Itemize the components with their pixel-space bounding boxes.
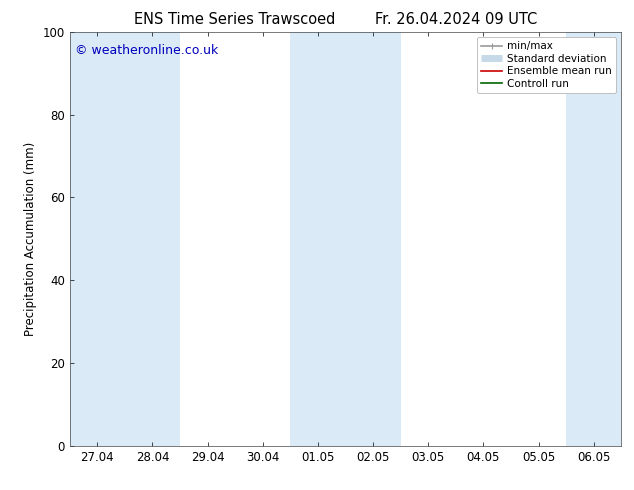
Text: ENS Time Series Trawscoed: ENS Time Series Trawscoed [134,12,335,27]
Bar [70,32,125,446]
Bar [125,32,180,446]
Text: Fr. 26.04.2024 09 UTC: Fr. 26.04.2024 09 UTC [375,12,538,27]
Text: © weatheronline.co.uk: © weatheronline.co.uk [75,44,219,57]
Bar [290,32,346,446]
Y-axis label: Precipitation Accumulation (mm): Precipitation Accumulation (mm) [24,142,37,336]
Bar [346,32,401,446]
Bar [566,32,621,446]
Legend: min/max, Standard deviation, Ensemble mean run, Controll run: min/max, Standard deviation, Ensemble me… [477,37,616,93]
